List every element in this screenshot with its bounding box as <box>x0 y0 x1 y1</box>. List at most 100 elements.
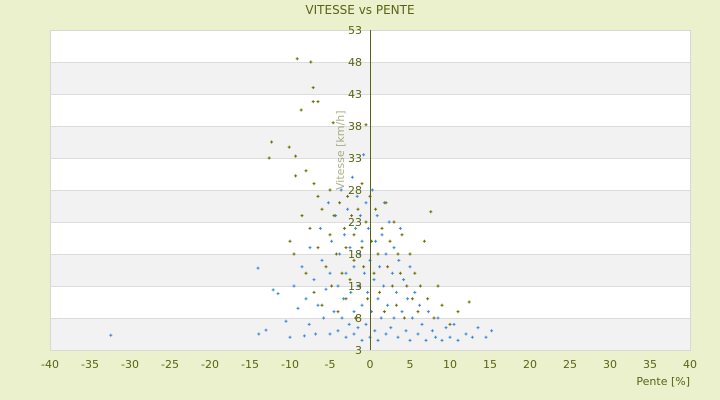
data-point-series-1 <box>436 316 440 320</box>
data-point-series-1 <box>416 332 420 336</box>
data-point-series-1 <box>257 332 261 336</box>
data-point-series-2 <box>316 100 320 104</box>
data-point-series-2 <box>362 265 366 269</box>
data-point-series-2 <box>320 303 324 307</box>
data-point-series-2 <box>328 233 332 237</box>
data-point-series-1 <box>408 265 412 269</box>
y-tick-label: 53 <box>348 24 362 37</box>
data-point-series-2 <box>344 297 348 301</box>
data-point-series-2 <box>360 246 364 250</box>
data-point-series-1 <box>444 326 448 330</box>
data-point-series-1 <box>360 303 364 307</box>
data-point-series-1 <box>292 284 296 288</box>
data-point-series-1 <box>362 153 366 157</box>
data-point-series-1 <box>346 207 350 211</box>
data-point-series-1 <box>352 332 356 336</box>
data-point-series-2 <box>374 207 378 211</box>
data-point-series-1 <box>418 303 422 307</box>
x-tick-label: -40 <box>41 358 59 371</box>
data-point-series-1 <box>384 332 388 336</box>
data-point-series-1 <box>410 316 414 320</box>
data-point-series-1 <box>349 290 353 294</box>
x-tick-label: 35 <box>643 358 657 371</box>
data-point-series-1 <box>324 287 328 291</box>
data-point-series-1 <box>366 290 370 294</box>
data-point-series-1 <box>336 329 340 333</box>
data-point-series-1 <box>296 306 300 310</box>
data-point-series-1 <box>392 316 396 320</box>
data-point-series-2 <box>309 60 313 64</box>
x-tick-label: 15 <box>483 358 497 371</box>
data-point-series-1 <box>308 246 312 250</box>
data-point-series-1 <box>344 271 348 275</box>
data-point-series-1 <box>352 310 356 314</box>
data-point-series-1 <box>350 175 354 179</box>
data-point-series-1 <box>476 326 480 330</box>
data-point-series-1 <box>379 316 383 320</box>
data-point-series-1 <box>413 290 417 294</box>
data-point-series-1 <box>264 328 268 332</box>
data-point-series-1 <box>406 297 410 301</box>
data-point-series-1 <box>339 188 343 192</box>
data-point-series-2 <box>332 214 336 218</box>
y-axis-label: Vitesse [km/h] <box>334 111 347 191</box>
data-point-series-2 <box>304 271 308 275</box>
data-point-series-2 <box>436 284 440 288</box>
x-tick-label: 5 <box>407 358 414 371</box>
data-point-series-1 <box>376 338 380 342</box>
data-point-series-2 <box>366 297 370 301</box>
data-point-series-2 <box>324 265 328 269</box>
data-point-series-1 <box>384 252 388 256</box>
data-point-series-2 <box>294 174 298 178</box>
data-point-series-2 <box>378 290 382 294</box>
data-point-series-1 <box>470 335 474 339</box>
data-point-series-2 <box>308 226 312 230</box>
x-tick-label: 30 <box>603 358 617 371</box>
y-tick-label: 18 <box>348 248 362 261</box>
y-tick-label: 3 <box>355 344 362 357</box>
data-point-series-2 <box>386 265 390 269</box>
x-tick-label: 40 <box>683 358 697 371</box>
x-tick-label: -5 <box>325 358 336 371</box>
data-point-series-1 <box>390 271 394 275</box>
data-point-series-2 <box>418 284 422 288</box>
y-tick-label: 28 <box>348 184 362 197</box>
data-point-series-1 <box>420 322 424 326</box>
y-tick-label: 8 <box>355 312 362 325</box>
data-point-series-1 <box>398 226 402 230</box>
data-point-series-2 <box>358 284 362 288</box>
data-point-series-2 <box>384 201 388 205</box>
data-point-series-2 <box>440 303 444 307</box>
data-point-series-2 <box>344 246 348 250</box>
data-point-series-2 <box>364 220 368 224</box>
data-point-series-2 <box>328 188 332 192</box>
data-point-series-2 <box>432 316 436 320</box>
data-point-series-2 <box>330 284 334 288</box>
y-tick-label: 13 <box>348 280 362 293</box>
data-point-series-1 <box>284 319 288 323</box>
data-point-series-2 <box>410 297 414 301</box>
data-point-series-2 <box>398 271 402 275</box>
data-point-series-2 <box>334 252 338 256</box>
data-point-series-1 <box>352 265 356 269</box>
data-point-series-1 <box>300 265 304 269</box>
data-point-series-1 <box>271 288 275 292</box>
data-point-series-1 <box>360 338 364 342</box>
x-tick-label: -25 <box>161 358 179 371</box>
data-point-series-2 <box>270 140 274 144</box>
data-points <box>109 57 494 342</box>
data-point-series-2 <box>426 297 430 301</box>
data-point-series-2 <box>267 156 271 160</box>
data-point-series-1 <box>318 226 322 230</box>
data-point-series-2 <box>288 239 292 243</box>
data-point-series-1 <box>304 297 308 301</box>
data-point-series-1 <box>344 335 348 339</box>
data-point-series-2 <box>338 201 342 205</box>
data-point-series-1 <box>397 258 401 262</box>
data-point-series-2 <box>346 194 350 198</box>
data-point-series-2 <box>320 207 324 211</box>
data-point-series-2 <box>304 169 308 173</box>
data-point-series-1 <box>426 310 430 314</box>
